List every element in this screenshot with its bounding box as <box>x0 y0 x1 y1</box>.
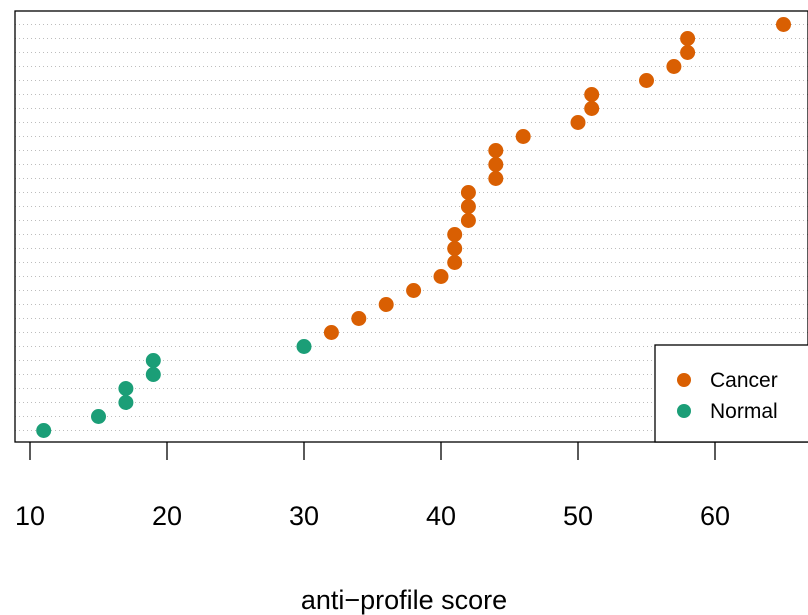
data-point-cancer <box>447 255 463 270</box>
data-point-cancer <box>488 157 504 172</box>
legend-label-cancer: Cancer <box>710 369 778 392</box>
data-point-cancer <box>666 59 682 74</box>
x-tick-label: 60 <box>700 501 730 531</box>
data-point-normal <box>91 409 106 424</box>
x-axis: 10 20 30 40 50 60 <box>15 442 730 531</box>
data-point-cancer <box>570 115 586 130</box>
data-point-cancer <box>460 199 476 214</box>
data-point-cancer <box>460 185 476 200</box>
data-point-cancer <box>488 143 504 158</box>
data-point-cancer <box>776 17 791 32</box>
x-tick-label: 40 <box>426 501 456 531</box>
legend-swatch-normal <box>677 404 691 418</box>
x-tick-label: 30 <box>289 501 319 531</box>
data-point-cancer <box>378 297 394 312</box>
data-points <box>36 17 791 438</box>
data-point-normal <box>118 381 134 396</box>
data-point-normal <box>296 339 312 354</box>
data-point-cancer <box>488 171 504 186</box>
data-point-cancer <box>406 283 422 298</box>
data-point-normal <box>36 423 52 438</box>
data-point-cancer <box>447 241 463 256</box>
x-tick-label: 10 <box>15 501 45 531</box>
data-point-cancer <box>584 87 600 102</box>
data-point-cancer <box>447 227 463 242</box>
legend-box <box>654 344 808 443</box>
data-point-normal <box>145 367 161 382</box>
data-point-cancer <box>680 45 696 60</box>
data-point-normal <box>118 395 134 410</box>
data-point-normal <box>145 353 161 368</box>
data-point-cancer <box>323 325 339 340</box>
data-point-cancer <box>515 129 531 144</box>
legend-label-normal: Normal <box>710 400 778 423</box>
x-tick-label: 50 <box>563 501 593 531</box>
data-point-cancer <box>433 269 449 284</box>
x-axis-title: anti−profile score <box>301 585 507 615</box>
data-point-cancer <box>351 311 367 326</box>
data-point-cancer <box>639 73 654 88</box>
legend: Cancer Normal <box>654 344 808 443</box>
plot-frame <box>14 10 808 443</box>
legend-swatch-cancer <box>677 373 691 387</box>
data-point-cancer <box>460 213 476 228</box>
data-point-cancer <box>584 101 600 116</box>
x-tick-label: 20 <box>152 501 182 531</box>
data-point-cancer <box>680 31 696 46</box>
